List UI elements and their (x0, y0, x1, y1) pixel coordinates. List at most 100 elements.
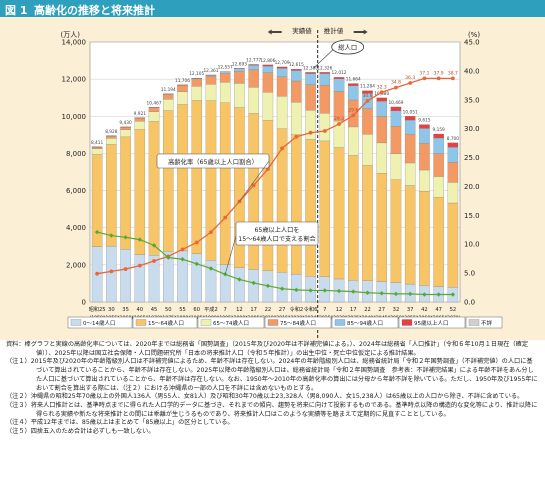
bar-segment (276, 128, 288, 273)
bar-segment (348, 85, 359, 101)
aging-rate-point (109, 269, 114, 274)
bar-segment (248, 269, 259, 303)
bar-segment (248, 64, 259, 66)
bar-segment (419, 143, 430, 171)
bar-total-label: 9,615 (418, 118, 431, 124)
aging-rate-value-label: 30.8 (362, 93, 372, 99)
bar-segment (447, 162, 459, 183)
aging-rate-point (436, 76, 441, 81)
bar-segment (376, 101, 387, 117)
support-ratio-callout-leader (224, 235, 237, 275)
figure-title: 高齢化の推移と将来推計 (34, 4, 155, 17)
aging-rate-value-label: 34.8 (391, 80, 401, 86)
bar-segment (404, 185, 416, 285)
bar-segment (219, 264, 231, 303)
x-tick-era: 27 (378, 307, 385, 313)
actual-label: 実績値 (292, 26, 312, 35)
aging-rate-point (351, 113, 356, 118)
x-tick-era: 45 (151, 307, 158, 313)
bar-segment (305, 139, 316, 277)
aging-rate-value-label: 36.3 (405, 75, 415, 81)
y-left-tick-label: 0 (82, 299, 86, 307)
aging-rate-point (450, 76, 455, 81)
bar-segment (248, 69, 259, 88)
bar-segment (319, 140, 331, 277)
support-ratio-line (96, 231, 453, 296)
bar-segment (234, 83, 245, 108)
support-ratio-point (109, 233, 114, 238)
legend-item (465, 316, 503, 329)
bar-segment (376, 142, 387, 174)
bar-segment (276, 66, 288, 69)
y-left-tick-label: 2,000 (66, 261, 86, 269)
x-tick-era: 昭和25 (89, 305, 106, 313)
bar-segment (219, 71, 231, 74)
legend-label: 85〜94歳人口 (347, 319, 383, 327)
bar-segment (148, 111, 160, 122)
x-tick-era: 42 (421, 307, 428, 313)
support-ratio-point (422, 292, 427, 297)
support-ratio-point (279, 286, 285, 291)
support-ratio-point (450, 292, 456, 297)
bar-segment (191, 86, 202, 101)
legend-swatch (334, 319, 346, 326)
y-right-tick-label: 0.0 (464, 299, 475, 307)
aging-rate-point (394, 85, 398, 90)
notes-section: 資料：棒グラフと実線の高齢化率については、2020年までは総務省「国勢調査」（2… (6, 341, 538, 437)
legend-label: 65〜74歳人口 (213, 319, 249, 327)
bar-total-label: 12,557 (218, 65, 233, 71)
bar-segment (433, 197, 444, 287)
bar-segment (291, 68, 302, 71)
y-right-tick-label: 30.0 (464, 125, 480, 133)
current-population-leader (313, 49, 333, 69)
bar-segment (177, 104, 188, 252)
bar-total-label: 12,361 (203, 68, 218, 74)
legend-item (67, 316, 133, 329)
bar-segment (433, 176, 444, 198)
bar-segment (248, 87, 259, 114)
bar-total-label: 12,709 (275, 60, 290, 66)
aging-rate-point (294, 134, 299, 139)
aging-rate-line (97, 77, 453, 275)
bar-segment (291, 102, 302, 135)
bar-segment (177, 91, 188, 105)
aging-rate-callout-leader (239, 160, 270, 202)
bar-total-label: 8,411 (91, 140, 104, 146)
bar-segment (248, 65, 259, 70)
x-tick-era: 50 (165, 307, 172, 313)
x-tick-era: 40 (137, 307, 144, 313)
bar-segment (404, 119, 416, 135)
bar-segment (163, 110, 174, 252)
bar-total-label: 11,284 (360, 84, 375, 90)
aging-rate-value-label: 29.6 (348, 107, 358, 113)
bar-segment (191, 253, 202, 303)
current-population-label: 総人口 (338, 43, 357, 52)
support-ratio-callout-line1: 65歳以上人口を (255, 226, 300, 234)
bar-segment (106, 135, 117, 139)
bar-segment (262, 72, 274, 93)
aging-rate-point (365, 99, 370, 103)
bar-segment (348, 83, 359, 86)
bar-segment (419, 124, 430, 129)
bar-segment (291, 134, 302, 275)
support-ratio-point (237, 277, 242, 282)
bar-segment (305, 84, 316, 111)
y-left-tick-label: 10,000 (62, 113, 87, 121)
support-ratio-callout-box (235, 221, 319, 246)
support-ratio-point (137, 237, 143, 242)
source-note: 資料：棒グラフと実線の高齢化率については、2020年までは総務省「国勢調査」（2… (6, 341, 529, 357)
y-right-tick-label: 10.0 (464, 241, 480, 249)
bar-segment (390, 126, 402, 154)
support-ratio-point (365, 290, 370, 295)
support-ratio-point (407, 291, 413, 297)
y-left-tick-label: 6,000 (66, 187, 86, 195)
legend-label: 15〜64歳人口 (148, 319, 184, 327)
y-left-tick-label: 4,000 (66, 224, 86, 232)
support-ratio-point (336, 288, 342, 294)
bar-segment (219, 73, 231, 83)
bar-total-label: 12,615 (289, 62, 304, 68)
aging-rate-point (251, 183, 256, 188)
y-left-tick-label: 14,000 (62, 39, 87, 47)
bar-segment (205, 75, 217, 85)
aging-rate-callout-text: 高齢化率（65歳以上人口割合） (168, 157, 258, 166)
